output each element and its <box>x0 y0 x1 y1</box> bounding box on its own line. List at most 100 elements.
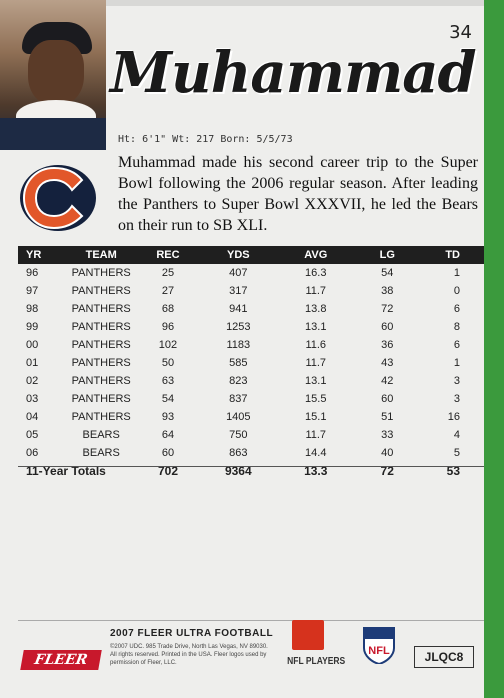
cell-lg: 60 <box>381 393 394 405</box>
cell-yr: 05 <box>26 429 39 441</box>
cell-team: PANTHERS <box>71 285 131 297</box>
cell-rec: 93 <box>161 411 175 423</box>
cell-td: 3 <box>453 375 460 387</box>
cell-lg: 43 <box>381 357 394 369</box>
cell-avg: 11.7 <box>305 285 327 297</box>
cell-avg: 14.4 <box>305 447 327 459</box>
cell-lg: 36 <box>381 339 394 351</box>
cell-yr: 01 <box>26 357 39 369</box>
totals-label: 11-Year Totals <box>26 464 106 478</box>
cell-yds: 823 <box>229 375 248 387</box>
header-yr: YR <box>18 246 64 264</box>
cell-lg: 72 <box>381 303 394 315</box>
cell-rec: 60 <box>161 447 175 459</box>
cell-avg: 16.3 <box>305 267 327 279</box>
cell-td: 6 <box>453 339 460 351</box>
stats-row: 97 PANTHERS 27 317 11.7 38 0 <box>18 282 484 300</box>
cell-team: PANTHERS <box>71 267 131 279</box>
cell-yds: 1253 <box>226 321 251 333</box>
stats-row: 03 PANTHERS 54 837 15.5 60 3 <box>18 390 484 408</box>
totals-lg: 72 <box>380 464 394 478</box>
cell-rec: 96 <box>161 321 175 333</box>
legal-text: ©2007 UDC. 985 Trade Drive, North Las Ve… <box>110 644 268 666</box>
nfl-shield-icon: NFL <box>363 627 395 664</box>
cell-td: 8 <box>453 321 460 333</box>
cell-yr: 99 <box>26 321 39 333</box>
cell-rec: 50 <box>161 357 175 369</box>
cell-team: BEARS <box>82 447 120 459</box>
cell-yds: 1405 <box>226 411 251 423</box>
stats-row: 01 PANTHERS 50 585 11.7 43 1 <box>18 354 484 372</box>
cell-avg: 15.5 <box>305 393 327 405</box>
stats-row: 00 PANTHERS 102 1183 11.6 36 6 <box>18 336 484 354</box>
cell-yds: 407 <box>229 267 248 279</box>
cell-avg: 15.1 <box>305 411 327 423</box>
header-yds: YDS <box>196 246 280 264</box>
cell-avg: 11.7 <box>305 357 327 369</box>
cell-lg: 60 <box>381 321 394 333</box>
cell-td: 16 <box>447 411 460 423</box>
cell-yds: 585 <box>229 357 248 369</box>
header-avg: AVG <box>279 246 352 264</box>
cell-yds: 317 <box>229 285 248 297</box>
cell-td: 3 <box>453 393 460 405</box>
cell-team: PANTHERS <box>71 357 131 369</box>
cell-rec: 27 <box>161 285 175 297</box>
nfl-players-logo-icon <box>292 620 324 650</box>
player-jersey <box>0 118 106 150</box>
header-lg: LG <box>351 246 423 264</box>
cell-rec: 63 <box>161 375 175 387</box>
bears-logo-icon <box>20 165 96 231</box>
player-bio: Ht: 6'1" Wt: 217 Born: 5/5/73 <box>118 134 293 145</box>
cell-yds: 837 <box>229 393 248 405</box>
header-rec: REC <box>139 246 197 264</box>
cell-td: 1 <box>453 267 460 279</box>
side-stripe <box>484 0 504 698</box>
cell-team: PANTHERS <box>71 303 131 315</box>
cell-lg: 40 <box>381 447 394 459</box>
cell-yds: 1183 <box>226 339 251 351</box>
cell-yr: 04 <box>26 411 39 423</box>
cell-team: PANTHERS <box>71 375 131 387</box>
cell-yds: 941 <box>229 303 248 315</box>
cell-td: 1 <box>453 357 460 369</box>
cell-lg: 38 <box>381 285 394 297</box>
cell-avg: 13.8 <box>305 303 327 315</box>
cell-yr: 06 <box>26 447 39 459</box>
stats-row: 02 PANTHERS 63 823 13.1 42 3 <box>18 372 484 390</box>
cell-yr: 00 <box>26 339 39 351</box>
cell-lg: 54 <box>381 267 394 279</box>
cell-team: PANTHERS <box>71 321 131 333</box>
fleer-logo: FLEER <box>20 650 102 670</box>
stats-row: 05 BEARS 64 750 11.7 33 4 <box>18 426 484 444</box>
player-face <box>28 40 84 106</box>
totals-rec: 702 <box>157 464 178 478</box>
cell-rec: 102 <box>158 339 178 351</box>
cell-td: 4 <box>453 429 460 441</box>
cell-td: 0 <box>453 285 460 297</box>
cell-yr: 98 <box>26 303 39 315</box>
totals-yds: 9364 <box>224 464 252 478</box>
cell-avg: 11.6 <box>305 339 327 351</box>
cell-td: 5 <box>453 447 460 459</box>
cell-rec: 68 <box>161 303 175 315</box>
cell-td: 6 <box>453 303 460 315</box>
stats-header-row: YR TEAM REC YDS AVG LG TD <box>18 246 484 264</box>
cell-rec: 54 <box>161 393 175 405</box>
totals-row: 11-Year Totals 702 9364 13.3 72 53 <box>18 462 484 480</box>
cell-rec: 64 <box>161 429 175 441</box>
cell-avg: 13.1 <box>305 321 327 333</box>
player-photo <box>0 0 106 150</box>
cell-team: BEARS <box>82 429 120 441</box>
cell-yr: 97 <box>26 285 39 297</box>
nfl-label: NFL <box>368 645 390 657</box>
totals-avg: 13.3 <box>304 464 328 478</box>
totals-td: 53 <box>446 464 460 478</box>
cell-rec: 25 <box>161 267 175 279</box>
header-team: TEAM <box>63 246 140 264</box>
stats-row: 96 PANTHERS 25 407 16.3 54 1 <box>18 264 484 282</box>
cell-yds: 750 <box>229 429 248 441</box>
cell-team: PANTHERS <box>71 411 131 423</box>
footer-divider <box>18 620 484 621</box>
